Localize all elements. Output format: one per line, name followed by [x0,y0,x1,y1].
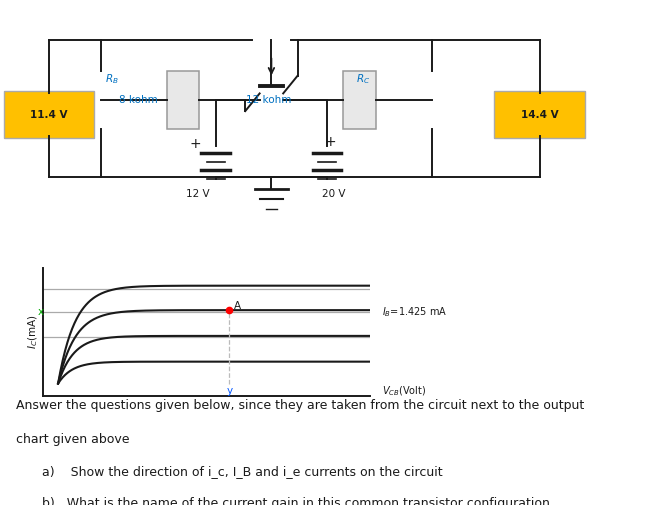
Text: b)   What is the name of the current gain in this common transistor configuratio: b) What is the name of the current gain … [42,496,549,505]
Text: $V_{CB}$(Volt): $V_{CB}$(Volt) [382,384,426,397]
Text: x: x [38,308,44,317]
Text: 12 V: 12 V [186,189,209,199]
Text: chart given above: chart given above [16,433,130,446]
Text: A: A [234,301,241,311]
Text: 8 kohm: 8 kohm [119,95,158,105]
Text: 11.4 V: 11.4 V [30,110,68,120]
Text: $R_B$: $R_B$ [105,72,118,86]
Text: a)    Show the direction of i_c, I_B and i_e currents on the circuit: a) Show the direction of i_c, I_B and i_… [42,465,442,478]
Text: Answer the questions given below, since they are taken from the circuit next to : Answer the questions given below, since … [16,399,585,412]
Text: +: + [324,135,336,149]
FancyBboxPatch shape [4,91,94,138]
Text: $R_C$: $R_C$ [356,72,371,86]
FancyBboxPatch shape [494,91,585,138]
Text: $I_B$=1.425 mA: $I_B$=1.425 mA [382,306,447,319]
FancyBboxPatch shape [343,71,376,129]
Text: y: y [226,386,232,396]
Text: 14.4 V: 14.4 V [521,110,559,120]
FancyBboxPatch shape [167,71,199,129]
Text: 20 V: 20 V [322,189,345,199]
Y-axis label: $I_C$(mA): $I_C$(mA) [26,315,40,349]
Text: +: + [189,137,201,151]
Text: 12 kohm: 12 kohm [246,95,291,105]
